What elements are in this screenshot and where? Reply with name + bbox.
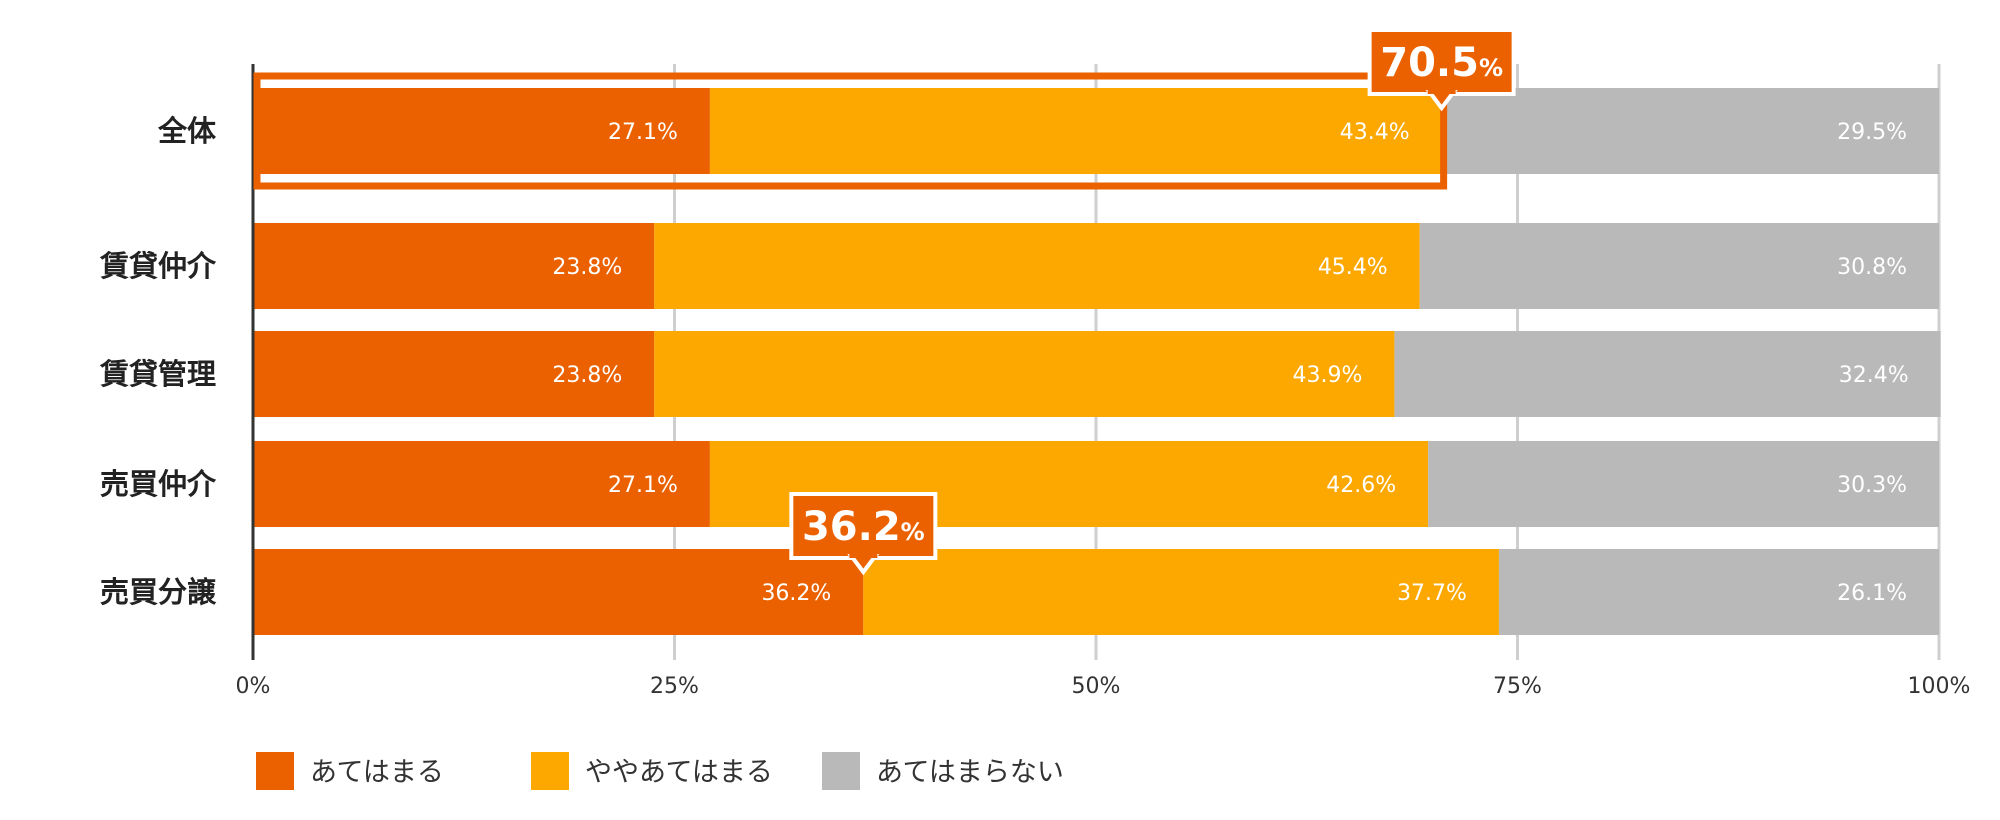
x-tick-label: 0%	[236, 674, 271, 699]
legend-swatch	[256, 752, 294, 790]
x-tick-label: 25%	[650, 674, 699, 699]
legend-item: あてはまる	[256, 752, 444, 790]
data-label: 42.6%	[1326, 473, 1396, 498]
legend-swatch	[822, 752, 860, 790]
callout-pointer-cover	[1427, 88, 1456, 94]
bar-segment	[1419, 223, 1939, 309]
legend-item: あてはまらない	[822, 752, 1064, 790]
data-label: 23.8%	[552, 255, 622, 280]
bar-segment	[253, 549, 864, 635]
callout-pointer-cover	[849, 552, 878, 558]
bar-segment	[1498, 549, 1939, 635]
highlight: 70.5%36.2%	[253, 28, 1516, 576]
x-tick-label: 50%	[1072, 674, 1121, 699]
category-label: 売買分譲	[100, 575, 217, 609]
callout-value: 70.5%	[1380, 40, 1503, 86]
callout-number: 36.2	[802, 504, 901, 550]
bar-segment	[1428, 441, 1939, 527]
callout-unit: %	[901, 518, 925, 546]
data-label: 32.4%	[1839, 363, 1909, 388]
bar-segment	[654, 331, 1395, 417]
callout-unit: %	[1479, 54, 1503, 82]
data-label: 30.8%	[1837, 255, 1907, 280]
data-label: 43.9%	[1293, 363, 1363, 388]
callout: 70.5%	[1367, 28, 1516, 112]
bar-segment	[253, 331, 655, 417]
x-tick-label: 75%	[1493, 674, 1542, 699]
callout-value: 36.2%	[802, 504, 925, 550]
bar-segment	[253, 88, 710, 174]
callout-number: 70.5	[1380, 40, 1479, 86]
category-label: 賃貸仲介	[99, 249, 217, 283]
data-label: 30.3%	[1837, 473, 1907, 498]
tick-labels: 0% 25% 50% 75% 100%	[236, 674, 1971, 699]
category-label: 全体	[157, 114, 217, 148]
category-label: 賃貸管理	[99, 357, 216, 391]
bar-segment	[253, 441, 710, 527]
legend-item: ややあてはまる	[531, 752, 773, 790]
legend-label: あてはまらない	[876, 757, 1064, 788]
bar-segment	[253, 223, 655, 309]
x-tick-label: 100%	[1908, 674, 1971, 699]
category-label: 売買仲介	[100, 467, 217, 501]
data-label: 43.4%	[1340, 120, 1410, 145]
data-label: 29.5%	[1837, 120, 1907, 145]
callout: 36.2%	[789, 492, 938, 576]
data-label: 37.7%	[1397, 581, 1467, 606]
data-label: 36.2%	[761, 581, 831, 606]
data-label: 27.1%	[608, 120, 678, 145]
bar-segment	[1441, 88, 1939, 174]
bar-segment	[654, 223, 1420, 309]
data-label: 26.1%	[1837, 581, 1907, 606]
bars: 27.1% 43.4% 29.5% 23.8% 45.4% 30.8% 23.8% 43.9%…	[253, 88, 1941, 635]
data-label: 27.1%	[608, 473, 678, 498]
bar-segment	[1394, 331, 1941, 417]
legend: あてはまる ややあてはまる あてはまらない	[256, 752, 1064, 790]
highlight-box	[253, 72, 1448, 190]
data-label: 23.8%	[552, 363, 622, 388]
legend-label: ややあてはまる	[585, 757, 773, 788]
data-label: 45.4%	[1318, 255, 1388, 280]
bar-segment	[709, 88, 1442, 174]
legend-label: あてはまる	[310, 757, 444, 788]
legend-swatch	[531, 752, 569, 790]
bar-segment	[863, 549, 1499, 635]
